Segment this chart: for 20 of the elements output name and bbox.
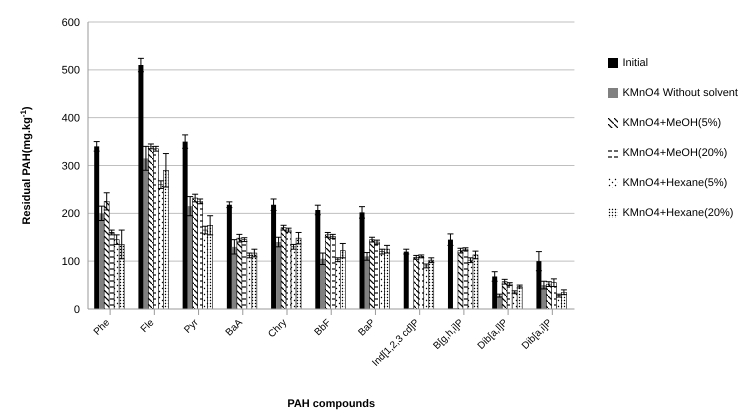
x-tick-label: BaP: [356, 317, 378, 338]
x-axis-title: PAH compounds: [287, 398, 376, 410]
legend-label: KMnO4+MeOH(20%): [622, 146, 728, 161]
y-tick-label: 600: [62, 16, 80, 29]
y-tick-label: 0: [74, 304, 80, 316]
x-tick-label: Pyr: [182, 316, 202, 336]
y-tick-label: 500: [62, 64, 80, 77]
legend-label: KMnO4+MeOH(5%): [622, 116, 722, 131]
legend-label: Initial: [622, 56, 648, 71]
y-tick-label: 100: [62, 256, 80, 268]
x-tick-label: BaA: [224, 317, 246, 338]
legend-label: KMnO4+Hexane(20%): [622, 206, 734, 221]
x-tick-label: BbF: [312, 317, 334, 338]
x-tick-label: Fle: [138, 317, 157, 335]
legend-label: KMnO4 Without solvent: [622, 86, 738, 101]
y-tick-label: 200: [62, 208, 80, 220]
legend-label: KMnO4+Hexane(5%): [622, 176, 728, 191]
y-tick-label: 300: [62, 160, 80, 172]
y-tick-label: 400: [62, 112, 80, 125]
x-tick-label: Phe: [92, 317, 113, 338]
